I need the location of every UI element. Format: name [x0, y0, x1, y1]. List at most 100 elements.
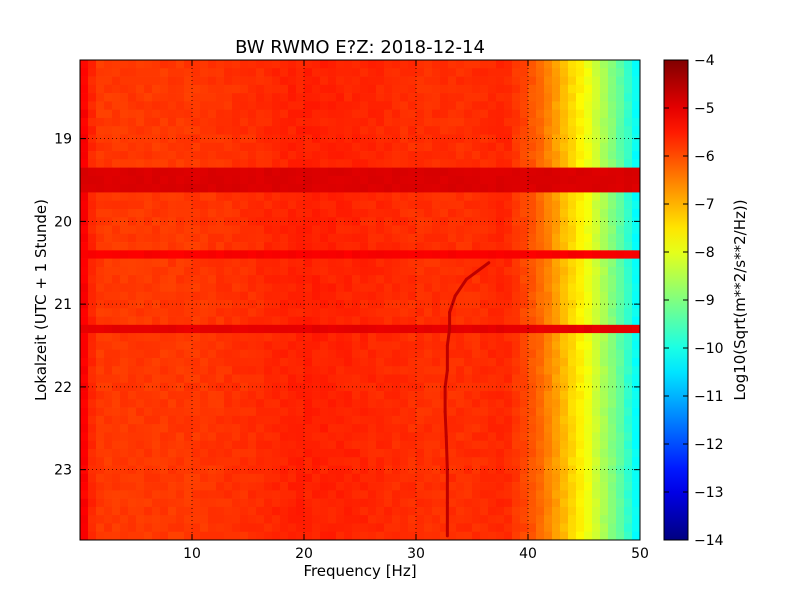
heatmap-cell [600, 68, 609, 77]
heatmap-cell [168, 200, 177, 210]
heatmap-cell [112, 498, 121, 508]
heatmap-cell [520, 93, 529, 102]
heatmap-cell [224, 60, 233, 69]
heatmap-cell [312, 266, 321, 276]
heatmap-cell [296, 333, 305, 342]
heatmap-cell [512, 432, 521, 442]
heatmap-cell [600, 84, 609, 94]
heatmap-cell [160, 275, 169, 284]
heatmap-cell [472, 283, 481, 293]
heatmap-cell [248, 109, 257, 119]
heatmap-cell [280, 506, 289, 516]
heatmap-cell [520, 275, 529, 284]
heatmap-cell [344, 316, 353, 326]
tonal-line-segment [445, 327, 452, 348]
heatmap-cell [464, 117, 473, 127]
heatmap-cell [376, 126, 385, 135]
heatmap-cell [176, 283, 185, 293]
heatmap-cell [192, 432, 201, 442]
heatmap-cell [528, 275, 537, 284]
heatmap-cell [512, 506, 521, 516]
heatmap-cell [568, 415, 577, 425]
heatmap-cell [408, 283, 417, 293]
heatmap-cell [128, 283, 137, 293]
heatmap-cell [280, 225, 289, 235]
heatmap-cell [552, 349, 561, 359]
heatmap-cell [552, 440, 561, 450]
heatmap-cell [528, 258, 537, 268]
heatmap-cell [224, 266, 233, 276]
heatmap-cell [304, 200, 313, 210]
heatmap-cell [240, 225, 249, 235]
heatmap-cell [552, 184, 561, 193]
heatmap-cell [568, 473, 577, 483]
heatmap-cell [528, 208, 537, 218]
heatmap-cell [184, 175, 193, 185]
heatmap-cell [616, 498, 625, 508]
heatmap-cell [352, 473, 361, 483]
heatmap-cell [320, 167, 329, 177]
heatmap-cell [544, 200, 553, 210]
heatmap-cell [376, 192, 385, 202]
heatmap-cell [424, 266, 433, 276]
heatmap-cell [232, 349, 241, 359]
heatmap-cell [184, 250, 193, 259]
heatmap-cell [120, 101, 129, 111]
heatmap-cell [456, 515, 465, 524]
heatmap-cell [376, 432, 385, 442]
heatmap-cell [608, 200, 617, 210]
heatmap-cell [104, 101, 113, 111]
heatmap-cell [240, 308, 249, 317]
heatmap-cell [304, 60, 313, 69]
heatmap-cell [200, 432, 209, 442]
heatmap-cell [392, 415, 401, 425]
heatmap-cell [376, 184, 385, 193]
heatmap-cell [264, 109, 273, 119]
heatmap-cell [168, 159, 177, 168]
heatmap-cell [320, 184, 329, 193]
heatmap-cell [392, 523, 401, 533]
heatmap-cell [320, 258, 329, 268]
heatmap-cell [304, 167, 313, 177]
heatmap-cell [144, 93, 153, 102]
heatmap-cell [80, 448, 89, 458]
heatmap-cell [608, 266, 617, 276]
heatmap-cell [624, 357, 633, 367]
heatmap-cell [392, 117, 401, 127]
heatmap-cell [272, 407, 281, 417]
heatmap-cell [424, 407, 433, 417]
heatmap-cell [536, 399, 545, 408]
heatmap-cell [512, 283, 521, 293]
heatmap-cell [104, 432, 113, 442]
heatmap-cell [360, 316, 369, 326]
heatmap-cell [208, 415, 217, 425]
heatmap-cell [488, 316, 497, 326]
heatmap-cell [384, 208, 393, 218]
heatmap-cell [312, 275, 321, 284]
heatmap-cell [504, 151, 513, 160]
heatmap-cell [272, 250, 281, 259]
heatmap-cell [264, 523, 273, 533]
heatmap-cell [120, 68, 129, 77]
heatmap-cell [400, 60, 409, 69]
heatmap-cell [344, 258, 353, 268]
heatmap-cell [440, 316, 449, 326]
heatmap-cell [608, 60, 617, 69]
heatmap-cell [512, 333, 521, 342]
heatmap-cell [128, 357, 137, 367]
heatmap-cell [384, 68, 393, 77]
heatmap-cell [216, 490, 225, 499]
heatmap-cell [592, 506, 601, 516]
heatmap-cell [432, 291, 441, 301]
y-tick-label: 21 [54, 297, 72, 313]
heatmap-cell [376, 424, 385, 433]
heatmap-cell [392, 440, 401, 450]
heatmap-cell [80, 473, 89, 483]
heatmap-cell [296, 60, 305, 69]
heatmap-cell [120, 266, 129, 276]
heatmap-cell [328, 275, 337, 284]
heatmap-cell [384, 93, 393, 102]
heatmap-cell [80, 391, 89, 400]
heatmap-cell [560, 142, 569, 152]
